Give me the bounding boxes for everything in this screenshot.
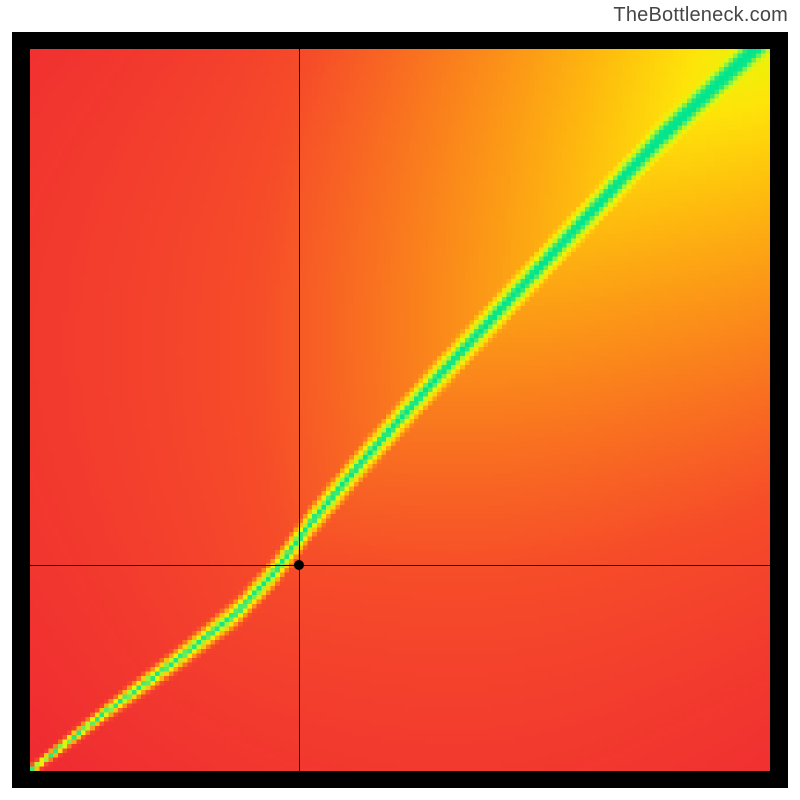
plot-frame <box>12 32 788 788</box>
watermark-text: TheBottleneck.com <box>613 4 788 27</box>
chart-container: TheBottleneck.com <box>0 0 800 800</box>
crosshair-horizontal <box>30 565 770 566</box>
crosshair-vertical <box>299 49 300 771</box>
selection-marker <box>294 560 304 570</box>
bottleneck-heatmap <box>30 49 770 771</box>
